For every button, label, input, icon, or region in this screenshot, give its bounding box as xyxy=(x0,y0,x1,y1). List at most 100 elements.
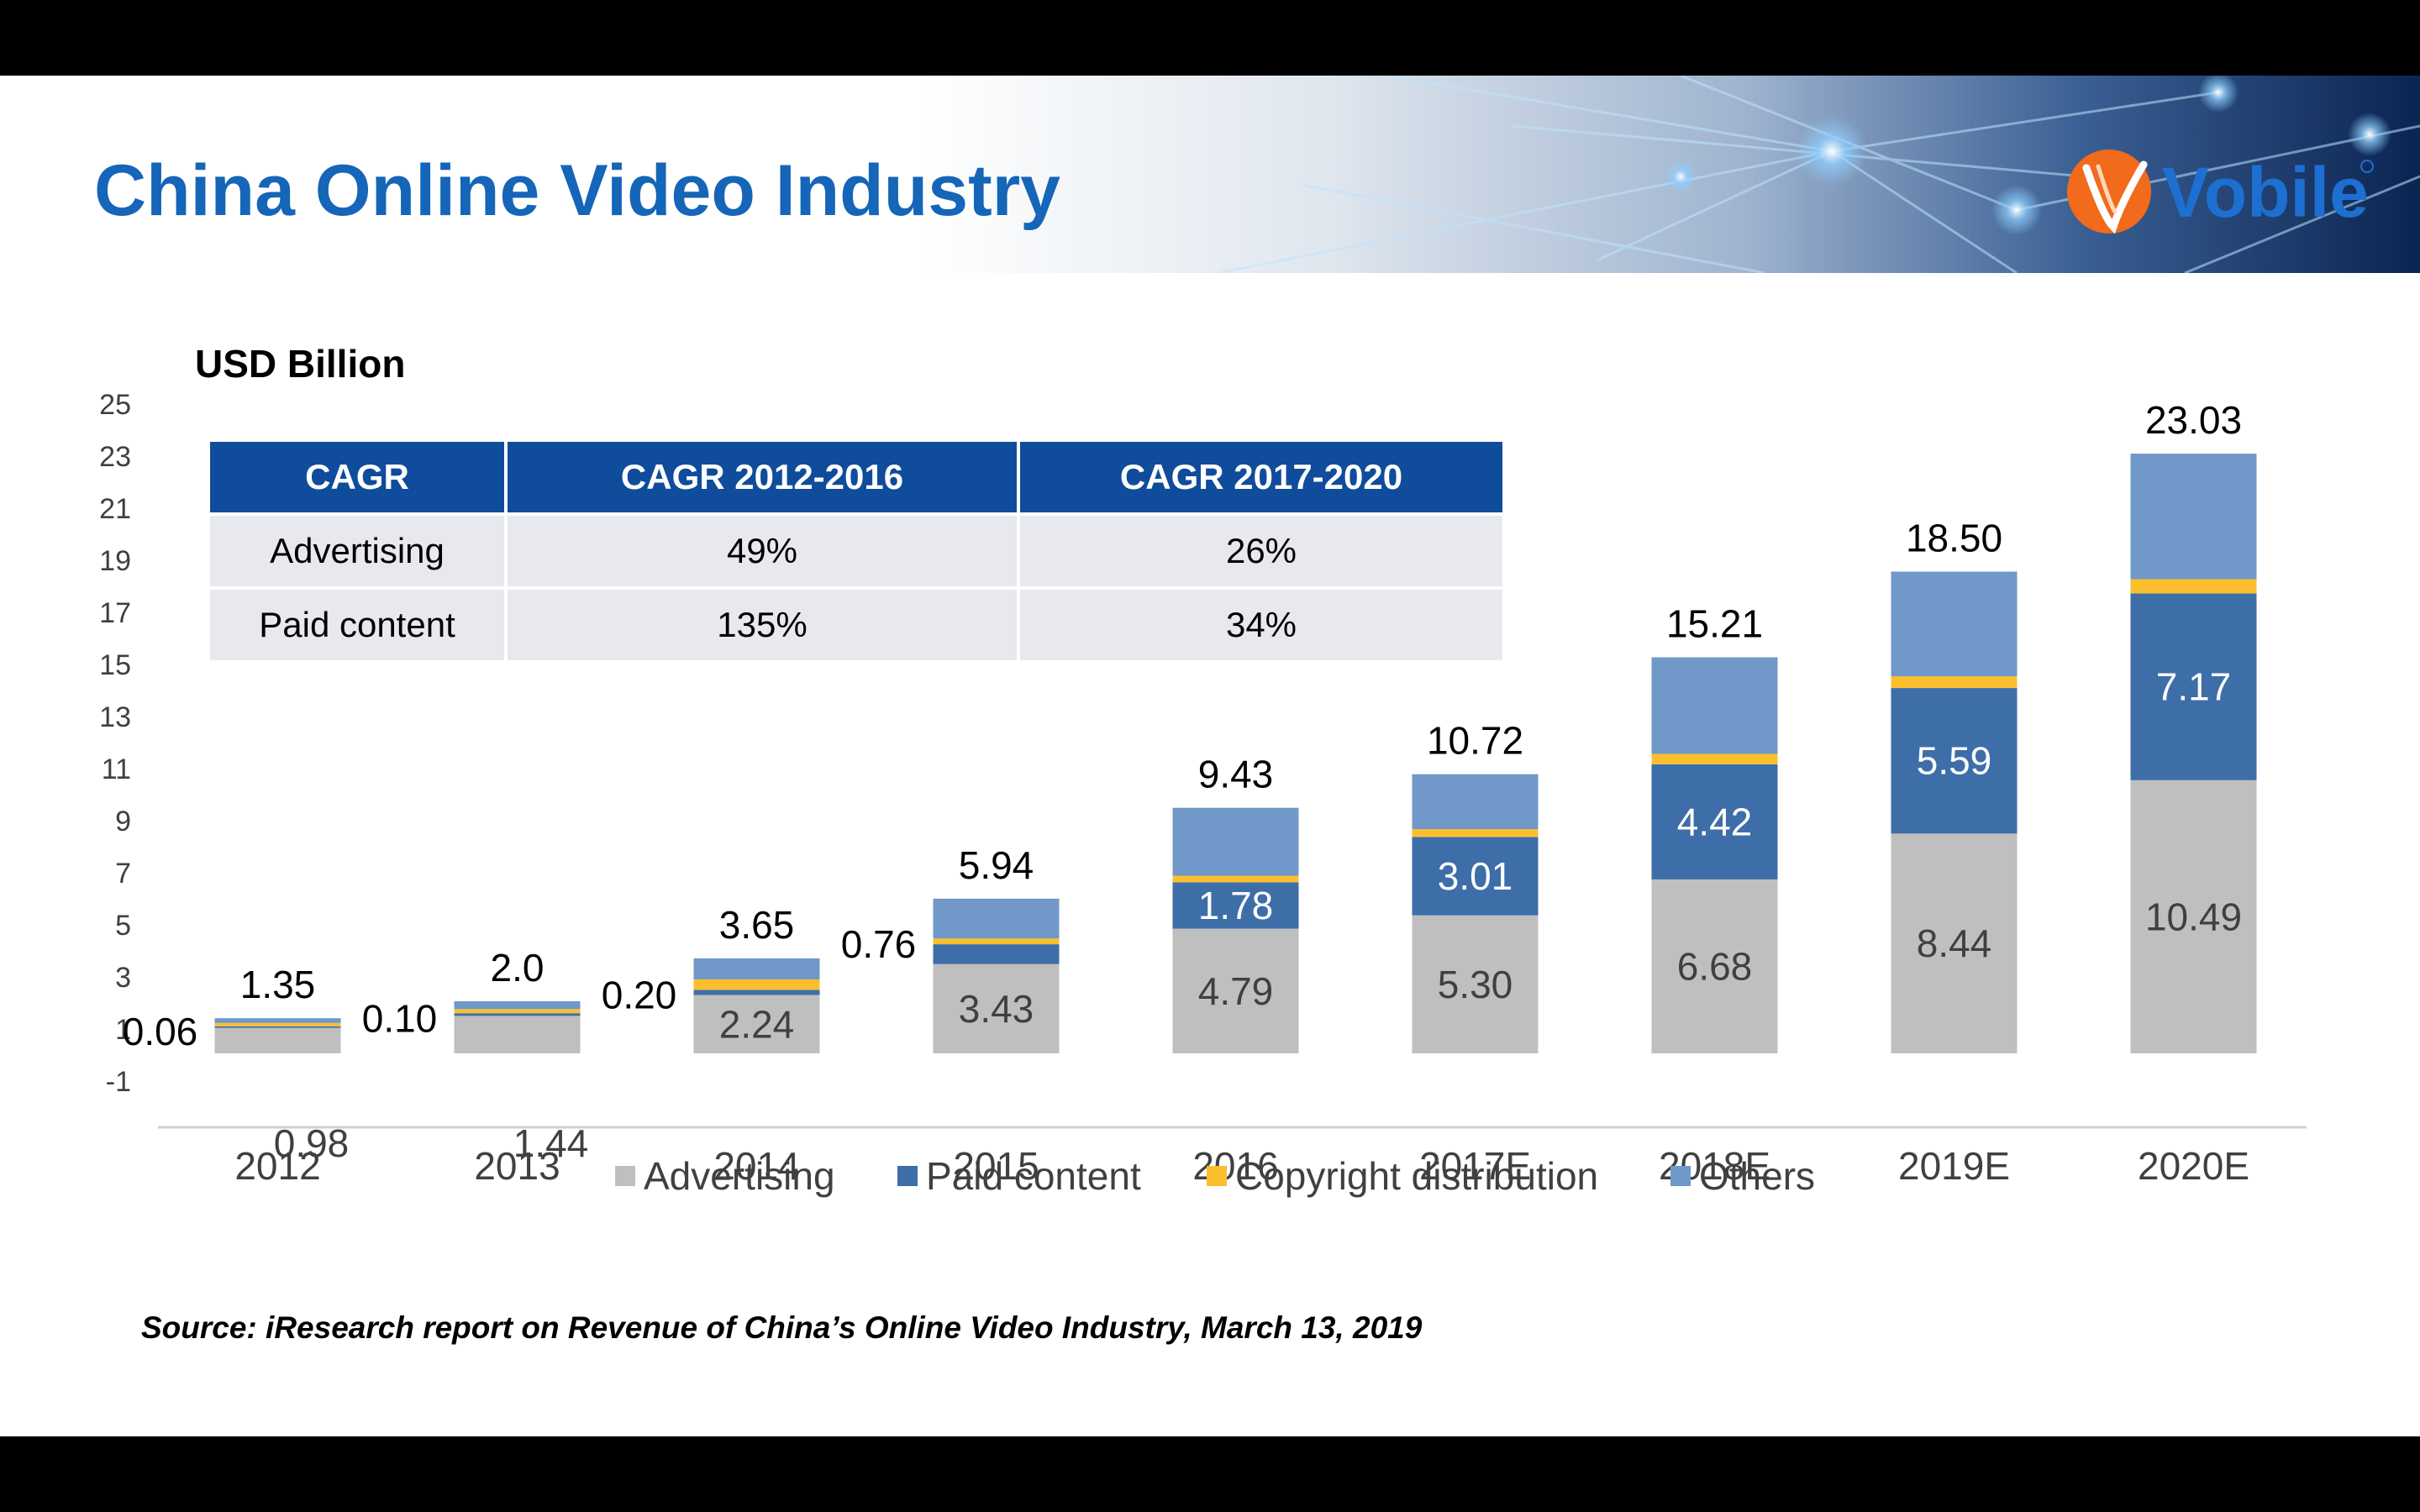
y-tick-label: 9 xyxy=(115,806,131,837)
bar-segment xyxy=(214,1018,341,1023)
total-label: 9.43 xyxy=(1198,753,1274,796)
legend-swatch xyxy=(615,1166,635,1186)
y-tick-label: 7 xyxy=(115,858,131,890)
bar-segment xyxy=(693,990,820,995)
total-label: 1.35 xyxy=(240,963,316,1006)
data-label: 3.43 xyxy=(959,987,1034,1031)
x-tick-label: 2012 xyxy=(234,1144,320,1188)
bar-segment xyxy=(2130,454,2257,580)
data-labels: 0.98 0.06 1.35 1.44 0.10 2.0 2.24 0.20 3.65 3.43 0… xyxy=(123,398,2242,1165)
data-label: 0.20 xyxy=(602,973,677,1016)
total-label: 5.94 xyxy=(959,843,1034,887)
x-tick-label: 2015 xyxy=(953,1144,1039,1188)
bar-segment xyxy=(1891,833,2018,1053)
vobile-logo: Vobile xyxy=(2067,150,2374,234)
total-label: 10.72 xyxy=(1427,719,1523,763)
data-label: 6.68 xyxy=(1677,944,1753,988)
bar-segment xyxy=(693,995,820,1053)
total-label: 15.21 xyxy=(1666,601,1763,645)
y-tick-label: -1 xyxy=(106,1066,131,1098)
total-label: 2.0 xyxy=(491,946,544,990)
data-label: 0.98 xyxy=(274,1121,350,1165)
cagr-cell: 34% xyxy=(1017,586,1506,664)
total-label: 23.03 xyxy=(2145,398,2242,442)
legend-swatch xyxy=(1670,1166,1691,1186)
bar-segment xyxy=(1651,764,1778,879)
bar-segment xyxy=(933,963,1060,1053)
data-label: 8.44 xyxy=(1917,921,1992,965)
data-label: 5.30 xyxy=(1438,963,1513,1006)
cagr-table: CAGR CAGR 2012-2016 CAGR 2017-2020 Adver… xyxy=(207,438,1506,664)
x-tick-label: 2019E xyxy=(1898,1144,2010,1188)
bar-segment xyxy=(454,1016,581,1053)
legend-label: Advertising xyxy=(644,1154,835,1198)
bar-segment xyxy=(2130,579,2257,594)
bar-segment xyxy=(214,1026,341,1028)
source-note: Source: iResearch report on Revenue of C… xyxy=(141,1310,1423,1345)
cagr-header-metric: CAGR xyxy=(207,438,508,516)
x-tick-label: 2017E xyxy=(1419,1144,1531,1188)
data-label: 0.10 xyxy=(362,996,438,1040)
bar-segment xyxy=(214,1022,341,1026)
y-axis-unit-label: USD Billion xyxy=(195,342,406,386)
cagr-header-2017-2020: CAGR 2017-2020 xyxy=(1017,438,1506,516)
y-tick-label: 5 xyxy=(115,910,131,942)
bar-segment xyxy=(1891,688,2018,834)
legend-label: Others xyxy=(1699,1154,1815,1198)
bar-segment xyxy=(1412,829,1539,837)
cagr-header-2012-2016: CAGR 2012-2016 xyxy=(504,438,1020,516)
bar-segment xyxy=(1651,657,1778,754)
y-tick-label: 23 xyxy=(99,441,131,473)
y-tick-label: 21 xyxy=(99,493,131,525)
total-label: 18.50 xyxy=(1906,517,2002,560)
y-tick-label: 25 xyxy=(99,389,131,421)
bar-segment xyxy=(1172,875,1299,883)
bar-segment xyxy=(454,1001,581,1010)
table-row: Advertising 49% 26% xyxy=(207,512,1506,590)
bar-segment xyxy=(1412,774,1539,830)
y-tick-label: 17 xyxy=(99,597,131,629)
bar-segment xyxy=(1651,879,1778,1053)
bar-segment xyxy=(1172,928,1299,1053)
cagr-cell: 49% xyxy=(504,512,1020,590)
data-label: 1.44 xyxy=(513,1121,589,1165)
y-tick-label: 15 xyxy=(99,649,131,681)
legend-swatch xyxy=(1207,1166,1227,1186)
bar-segment xyxy=(454,1013,581,1016)
bars xyxy=(214,454,2257,1053)
data-label: 5.59 xyxy=(1917,739,1992,783)
logo-text: Vobile xyxy=(2162,153,2369,232)
bar-segment xyxy=(1651,753,1778,764)
bar-segment xyxy=(1412,837,1539,916)
bar-segment xyxy=(2130,780,2257,1053)
y-tick-label: 1 xyxy=(115,1014,131,1046)
data-label: 3.01 xyxy=(1438,854,1513,898)
bar-segment xyxy=(1891,676,2018,689)
legend-label: Paid content xyxy=(926,1154,1141,1198)
cagr-row-label: Advertising xyxy=(207,512,508,590)
bar-segment xyxy=(693,979,820,990)
bar-segment xyxy=(454,1009,581,1014)
cagr-row-label: Paid content xyxy=(207,586,508,664)
bar-segment xyxy=(933,944,1060,964)
bar-segment xyxy=(214,1027,341,1053)
cagr-cell: 26% xyxy=(1017,512,1506,590)
bar-segment xyxy=(2130,593,2257,780)
bar-segment xyxy=(933,898,1060,939)
legend-label: Copyright distribution xyxy=(1235,1154,1598,1198)
bar-segment xyxy=(1412,915,1539,1053)
header-banner xyxy=(0,76,2420,273)
data-label: 0.06 xyxy=(123,1010,198,1053)
x-tick-label: 2013 xyxy=(474,1144,560,1188)
cagr-cell: 135% xyxy=(504,586,1020,664)
data-label: 10.49 xyxy=(2145,895,2242,938)
table-row: Paid content 135% 34% xyxy=(207,586,1506,664)
x-tick-label: 2014 xyxy=(713,1144,799,1188)
data-label: 4.79 xyxy=(1198,969,1274,1013)
y-tick-label: 19 xyxy=(99,545,131,577)
legend: Advertising Paid content Copyright distrib… xyxy=(615,1154,1815,1198)
data-label: 7.17 xyxy=(2156,665,2232,709)
data-label: 4.42 xyxy=(1677,800,1753,843)
